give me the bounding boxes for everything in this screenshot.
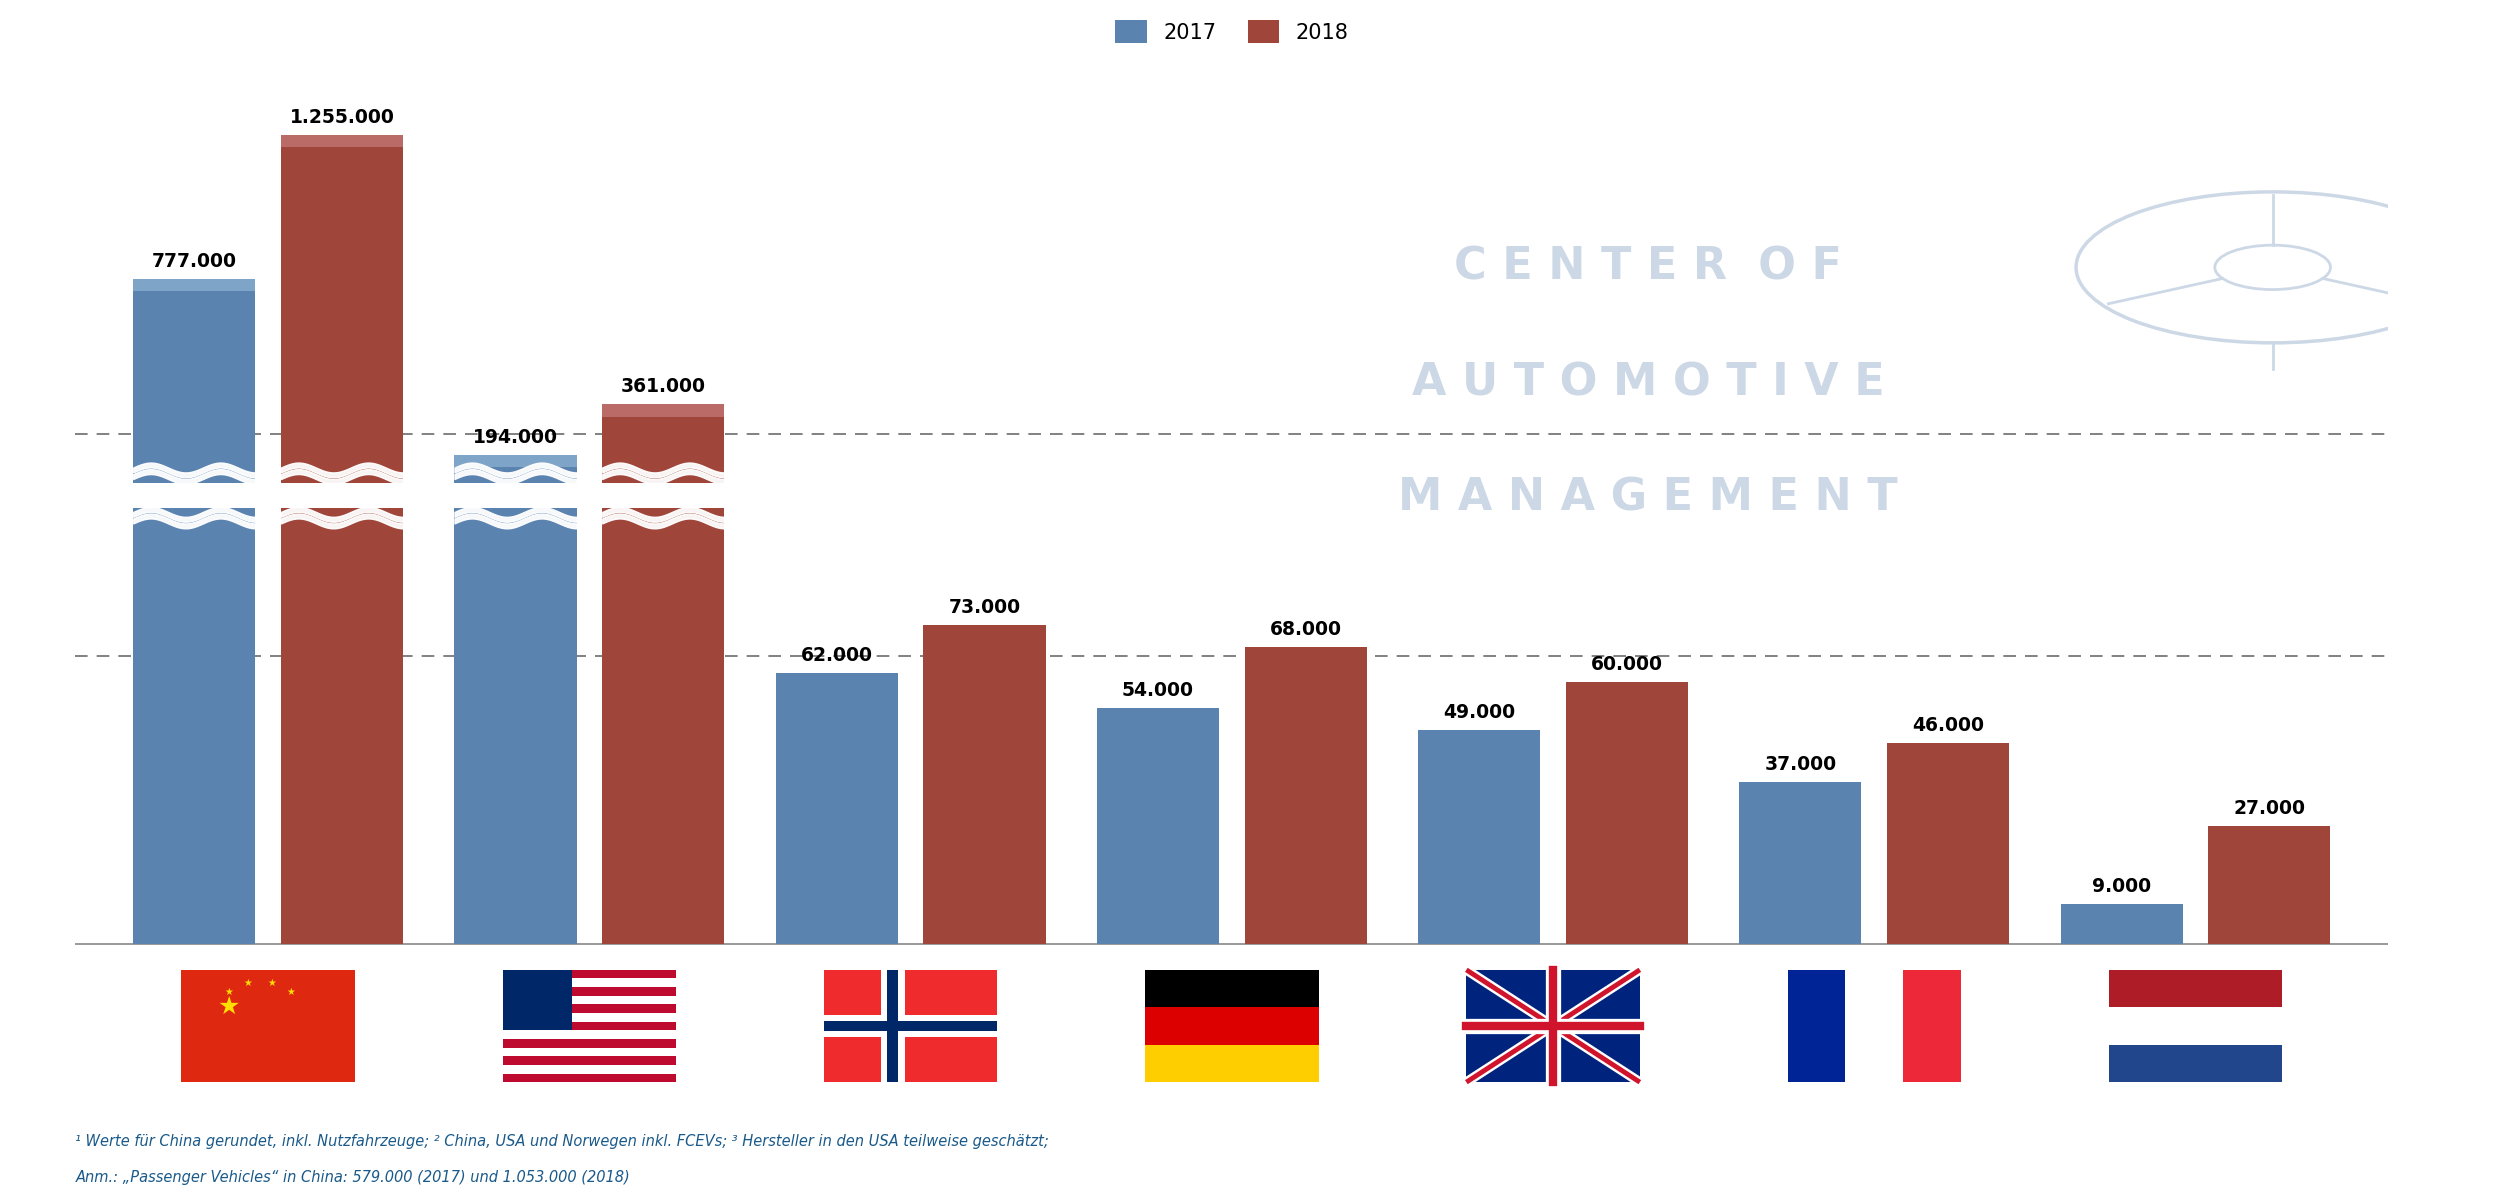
Text: 27.000: 27.000 (2232, 799, 2305, 817)
Bar (1244, 647, 1368, 943)
Bar (923, 625, 1046, 943)
Bar (1903, 970, 1961, 1082)
Bar (2061, 905, 2182, 943)
Bar (1740, 782, 1860, 943)
Text: 62.000: 62.000 (802, 646, 872, 665)
Text: ★: ★ (216, 995, 239, 1019)
Bar (603, 404, 724, 416)
Bar (825, 1015, 998, 1037)
Bar (503, 1031, 676, 1039)
Bar (2207, 826, 2330, 943)
Text: Anm.: „Passenger Vehicles“ in China: 579.000 (2017) und 1.053.000 (2018): Anm.: „Passenger Vehicles“ in China: 579… (75, 1170, 631, 1186)
Bar (503, 1074, 676, 1082)
Bar (880, 970, 905, 1082)
Bar (777, 673, 897, 943)
Text: 9.000: 9.000 (2092, 877, 2152, 896)
Bar (1845, 970, 1903, 1082)
Bar (282, 134, 402, 148)
Bar (887, 970, 897, 1082)
Text: A U T O M O T I V E: A U T O M O T I V E (1413, 361, 1886, 404)
Bar (503, 1013, 676, 1021)
Bar (133, 280, 256, 484)
Bar (503, 1048, 676, 1056)
Bar (503, 1039, 676, 1048)
Bar (825, 970, 998, 1082)
Bar (1566, 682, 1687, 943)
Bar (825, 1021, 998, 1031)
Text: ★: ★ (244, 978, 251, 989)
Bar (603, 508, 724, 943)
Bar (503, 1021, 676, 1031)
Text: 37.000: 37.000 (1765, 755, 1838, 774)
Text: 46.000: 46.000 (1913, 716, 1984, 734)
Bar (282, 134, 402, 484)
Bar (603, 404, 724, 484)
Bar (503, 978, 676, 988)
Bar (503, 1064, 676, 1074)
Text: ¹ Werte für China gerundet, inkl. Nutzfahrzeuge; ² China, USA und Norwegen inkl.: ¹ Werte für China gerundet, inkl. Nutzfa… (75, 1134, 1048, 1150)
Bar (282, 508, 402, 943)
Bar (1787, 970, 1845, 1082)
Bar (503, 970, 573, 1031)
Text: 68.000: 68.000 (1270, 620, 1342, 640)
Bar (2109, 970, 2283, 1007)
Bar (503, 970, 676, 978)
Bar (503, 988, 676, 996)
Legend: 2017, 2018: 2017, 2018 (1116, 20, 1348, 43)
Bar (455, 455, 576, 484)
Text: 73.000: 73.000 (948, 599, 1021, 617)
Bar (455, 455, 576, 467)
Bar (503, 1056, 676, 1064)
Bar (1466, 970, 1639, 1082)
Text: 49.000: 49.000 (1443, 703, 1516, 722)
Text: 54.000: 54.000 (1121, 682, 1194, 700)
Bar (2109, 1045, 2283, 1082)
Bar (181, 970, 354, 1082)
Bar (1096, 708, 1219, 943)
Bar (1146, 1045, 1317, 1082)
Text: 1.255.000: 1.255.000 (289, 108, 395, 127)
Bar (1146, 970, 1317, 1007)
Text: ★: ★ (266, 978, 277, 989)
Text: 361.000: 361.000 (621, 377, 706, 396)
Bar (133, 508, 256, 943)
Text: ★: ★ (287, 988, 294, 997)
Bar (1418, 730, 1541, 943)
Bar (1888, 743, 2009, 943)
Bar (503, 996, 676, 1004)
Text: C E N T E R  O F: C E N T E R O F (1453, 246, 1843, 289)
Text: ★: ★ (224, 988, 234, 997)
Bar (503, 1004, 676, 1013)
Text: M A N A G E M E N T: M A N A G E M E N T (1398, 476, 1898, 520)
Bar (455, 508, 576, 943)
Bar (1146, 1007, 1317, 1045)
Text: 194.000: 194.000 (473, 427, 558, 446)
Bar (133, 280, 256, 292)
Bar (2109, 1007, 2283, 1045)
Text: 777.000: 777.000 (151, 252, 236, 271)
Text: 60.000: 60.000 (1591, 655, 1662, 674)
